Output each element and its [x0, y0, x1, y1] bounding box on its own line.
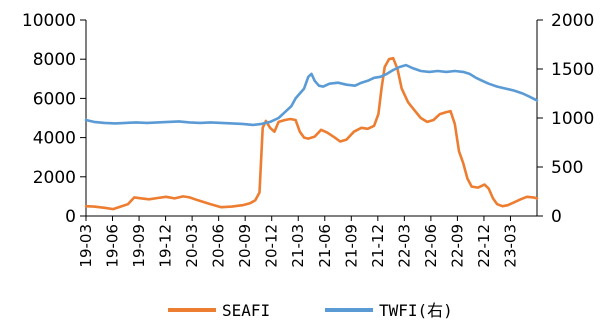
series-layer: [84, 56, 539, 211]
x-tick-label: 19-03: [77, 224, 95, 268]
series-line-twfi: [84, 63, 539, 127]
x-tick-label: 23-03: [501, 224, 519, 268]
right-y-tick-label: 2000: [551, 11, 594, 31]
x-tick-label: 22-06: [422, 224, 440, 268]
legend-label-seafi: SEAFI: [222, 301, 270, 320]
series-line-seafi: [84, 56, 539, 211]
x-tick-label: 20-06: [210, 224, 228, 268]
right-y-tick-label: 0: [551, 207, 562, 227]
x-tick-label: 21-03: [289, 224, 307, 268]
x-tick-label: 20-03: [183, 224, 201, 268]
x-tick-label: 21-09: [342, 224, 360, 268]
x-tick-label: 22-12: [475, 224, 493, 268]
left-y-tick-label: 10000: [22, 11, 76, 31]
x-tick-label: 22-03: [395, 224, 413, 268]
left-y-tick-label: 0: [65, 207, 76, 227]
right-y-tick-label: 1500: [551, 60, 594, 80]
left-y-tick-label: 2000: [33, 168, 76, 188]
x-tick-label: 19-12: [157, 224, 175, 268]
left-y-tick-label: 4000: [33, 129, 76, 149]
right-y-tick-label: 1000: [551, 109, 594, 129]
x-tick-label: 20-09: [236, 224, 254, 268]
x-tick-label: 20-12: [263, 224, 281, 268]
x-axis-ticks: 19-03 19-06 19-09 19-12 20-03 20-06 20-09 20-12…: [77, 216, 519, 268]
x-tick-label: 21-12: [369, 224, 387, 268]
left-y-axis-ticks: 0 2000 4000 6000 8000 10000: [22, 11, 86, 227]
x-tick-label: 22-09: [448, 224, 466, 268]
legend-label-twfi: TWFI(右): [379, 301, 453, 320]
x-tick-label: 19-09: [130, 224, 148, 268]
x-tick-label: 19-06: [104, 224, 122, 268]
left-y-tick-label: 6000: [33, 89, 76, 109]
left-y-tick-label: 8000: [33, 50, 76, 70]
x-tick-label: 21-06: [316, 224, 334, 268]
legend: SEAFI TWFI(右): [168, 301, 453, 320]
right-y-tick-label: 500: [551, 158, 583, 178]
right-y-axis-ticks: 0 500 1000 1500 2000: [537, 11, 594, 227]
